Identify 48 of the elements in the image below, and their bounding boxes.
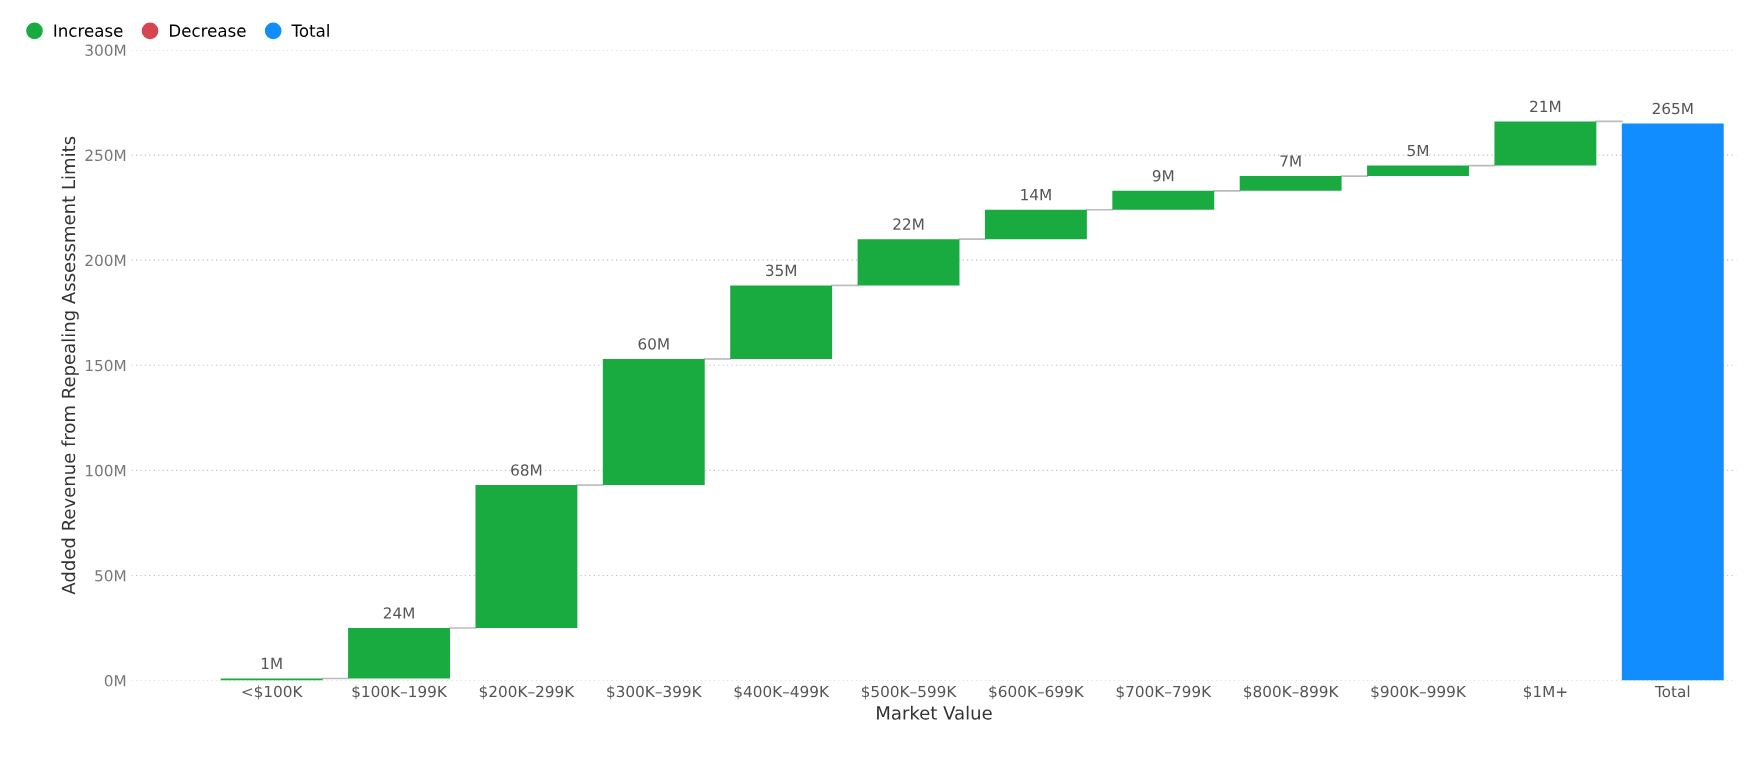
y-tick-label: 50M	[95, 569, 126, 582]
x-tick-label: $100K–199K	[352, 685, 448, 700]
x-tick-label: $500K–599K	[861, 685, 957, 700]
bar	[730, 285, 833, 359]
x-tick-label: $1M+	[1523, 685, 1567, 700]
bar	[1112, 190, 1215, 210]
legend-label: Increase	[54, 24, 123, 37]
bar	[1367, 165, 1469, 177]
data-label: 24M	[383, 607, 414, 619]
x-tick-label: Total	[1654, 685, 1690, 698]
y-tick-label: 250M	[85, 149, 126, 162]
bar	[475, 485, 578, 629]
data-label: 7M	[1280, 155, 1301, 167]
bar	[1239, 176, 1342, 191]
x-tick-label: $700K–799K	[1116, 685, 1212, 700]
y-tick-label: 0M	[104, 675, 126, 687]
data-label: 35M	[766, 264, 796, 277]
bar	[1494, 121, 1597, 166]
x-tick-label: $600K–699K	[989, 685, 1085, 700]
data-label: 265M	[1652, 102, 1693, 115]
y-tick-label: 150M	[86, 359, 126, 372]
bar	[220, 678, 323, 681]
data-label: 5M	[1407, 144, 1428, 157]
x-tick-label: $200K–299K	[479, 685, 575, 700]
y-axis-title: Added Revenue from Repealing Assessment Limits	[61, 136, 79, 595]
x-tick-label: $400K–499K	[734, 685, 830, 700]
x-tick-label: $900K–999K	[1371, 685, 1467, 700]
data-label: 21M	[1530, 100, 1561, 112]
bar	[857, 239, 960, 286]
bar	[348, 628, 450, 679]
data-label: 22M	[893, 218, 924, 230]
legend-label: Decrease	[170, 24, 246, 37]
data-label: 60M	[638, 338, 669, 350]
x-tick-label: $300K–399K	[607, 685, 702, 700]
legend-label: Total	[291, 24, 329, 37]
x-tick-label: <$100K	[242, 685, 303, 700]
y-tick-label: 200M	[85, 254, 126, 267]
bar	[602, 358, 705, 486]
y-tick-label: 100M	[86, 464, 126, 477]
data-label: 14M	[1021, 189, 1051, 201]
bar	[984, 209, 1087, 240]
x-axis-title: Market Value	[877, 705, 992, 720]
x-tick-label: $800K–899K	[1244, 685, 1339, 700]
y-tick-label: 300M	[85, 44, 126, 57]
bar	[1621, 123, 1724, 681]
data-label: 1M	[261, 657, 282, 669]
data-label: 9M	[1152, 169, 1174, 182]
data-label: 68M	[511, 464, 542, 476]
